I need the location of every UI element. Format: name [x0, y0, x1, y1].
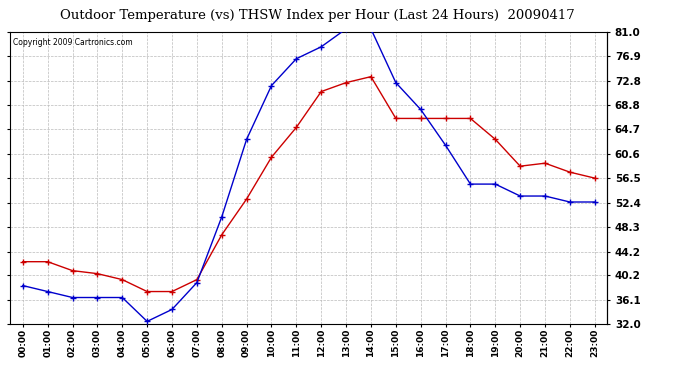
Text: Copyright 2009 Cartronics.com: Copyright 2009 Cartronics.com: [13, 38, 133, 47]
Text: Outdoor Temperature (vs) THSW Index per Hour (Last 24 Hours)  20090417: Outdoor Temperature (vs) THSW Index per …: [60, 9, 575, 22]
